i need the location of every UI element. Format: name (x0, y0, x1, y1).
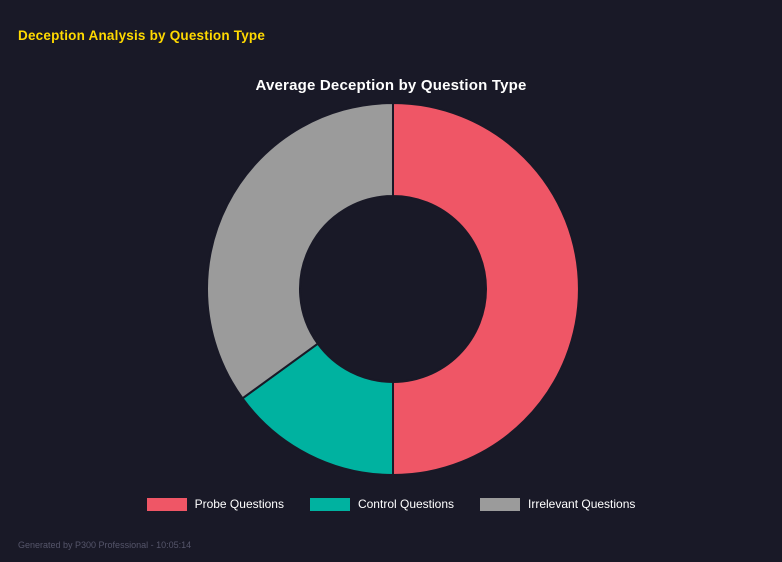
donut-segment-control-questions[interactable] (241, 342, 394, 477)
legend-item-control-questions[interactable]: Control Questions (309, 497, 455, 511)
footer-text: Generated by P300 Professional - 10:05:1… (18, 540, 192, 550)
donut-chart (206, 101, 581, 477)
chart-legend: Probe Questions Control Questions Irreleva… (0, 497, 782, 511)
page-title: Deception Analysis by Question Type (18, 28, 266, 43)
legend-label: Control Questions (357, 497, 455, 511)
legend-swatch (309, 497, 350, 511)
legend-label: Probe Questions (194, 497, 284, 511)
legend-item-probe-questions[interactable]: Probe Questions (146, 497, 284, 511)
chart-area: Average Deception by Question Type Probe… (0, 60, 782, 530)
donut-segment-irrelevant-questions[interactable] (206, 101, 394, 400)
donut-segment-probe-questions[interactable] (392, 101, 581, 477)
legend-item-irrelevant-questions[interactable]: Irrelevant Questions (480, 497, 635, 511)
legend-swatch (480, 497, 521, 511)
legend-swatch (146, 497, 187, 511)
chart-title: Average Deception by Question Type (255, 77, 527, 94)
legend-label: Irrelevant Questions (528, 497, 636, 511)
